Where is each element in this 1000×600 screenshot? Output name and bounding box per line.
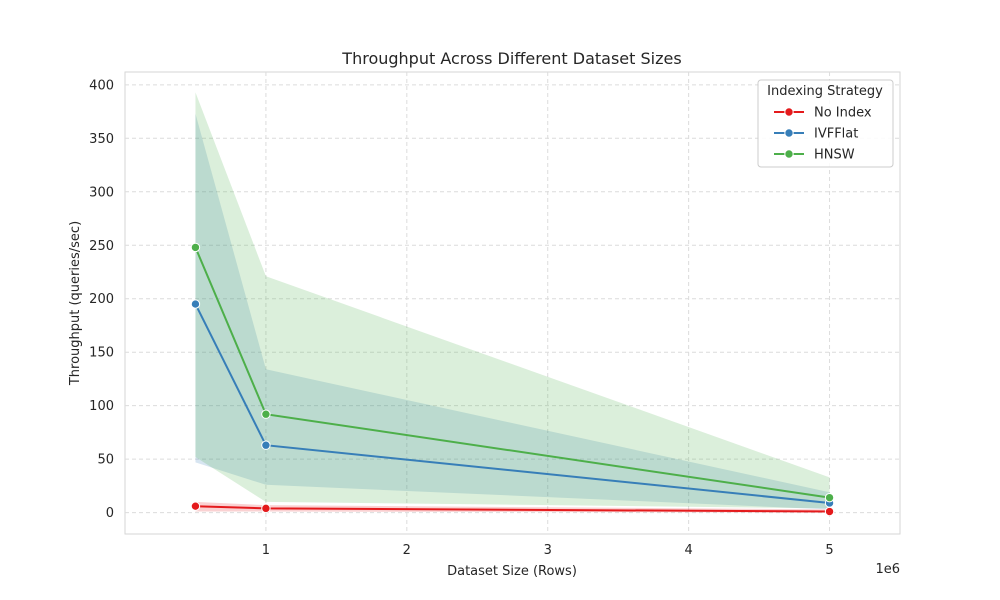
chart-title: Throughput Across Different Dataset Size… [341,49,681,68]
ivfflat-confidence-band [195,113,830,510]
x-tick-label: 1 [262,543,270,558]
x-tick-label: 3 [544,543,552,558]
tick-labels: 0 50 100 150 200 250 300 350 400 1 2 3 4 5 [89,78,834,558]
legend-label: HNSW [814,148,855,163]
legend-swatch-marker [784,149,794,159]
y-axis-title: Throughput (queries/sec) [68,221,83,386]
legend-item-ivfflat: IVFFlat [774,127,858,142]
y-tick-label: 0 [106,506,114,521]
y-tick-label: 250 [89,239,114,254]
series-points [190,242,835,517]
y-tick-label: 200 [89,292,114,307]
legend-item-hnsw: HNSW [774,148,855,163]
x-tick-label: 2 [403,543,411,558]
legend-swatch-marker [784,128,794,138]
legend-items: No Index IVFFlat HNSW [774,106,872,163]
ivfflat-point [190,299,201,309]
legend-swatch-marker [784,107,794,117]
hnsw-point [824,492,835,503]
y-tick-label: 150 [89,346,114,361]
hnsw-point [261,409,271,419]
no-index-point [824,506,835,517]
y-tick-label: 350 [89,132,114,147]
y-tick-label: 100 [89,399,114,414]
y-tick-label: 400 [89,78,114,93]
hnsw-confidence-band [195,92,830,509]
legend-title: Indexing Strategy [767,84,883,99]
x-tick-label: 5 [825,543,833,558]
x-axis-offset-label: 1e6 [875,562,900,577]
hnsw-point [190,242,201,253]
legend: Indexing Strategy No Index IVFFlat HNSW [757,79,894,168]
x-axis-title: Dataset Size (Rows) [447,564,577,579]
legend-label: No Index [814,106,872,121]
ivfflat-point [261,440,271,450]
y-tick-label: 50 [97,453,114,468]
legend-box [757,79,894,168]
legend-item-no-index: No Index [774,106,872,121]
legend-label: IVFFlat [814,127,858,142]
y-tick-label: 300 [89,185,114,200]
no-index-point [190,501,201,511]
x-tick-label: 4 [684,543,692,558]
no-index-point [261,503,271,514]
